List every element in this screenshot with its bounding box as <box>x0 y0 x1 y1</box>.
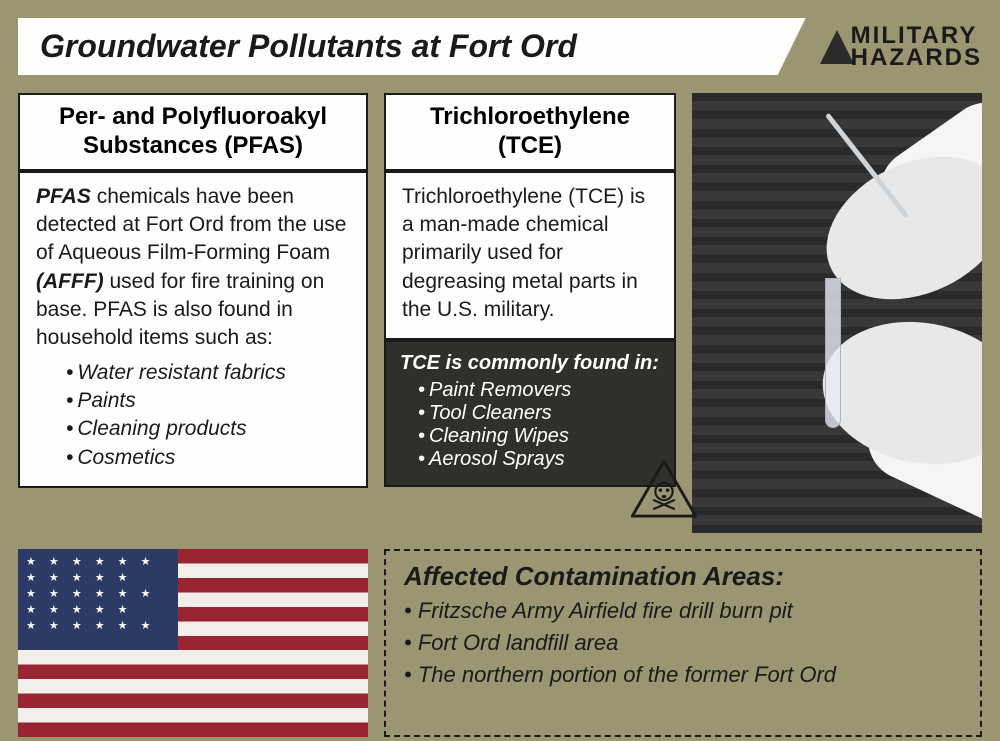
pfas-strong-2: (AFFF) <box>36 270 104 293</box>
logo-text-bottom: HAZARDS <box>851 47 982 69</box>
affected-title: Affected Contamination Areas: <box>404 561 962 592</box>
bottom-row: ★ ★ ★ ★ ★ ★★ ★ ★ ★ ★★ ★ ★ ★ ★ ★★ ★ ★ ★ ★… <box>18 549 982 737</box>
skull-crossbones-icon <box>628 457 700 529</box>
tce-dark-lead: TCE is commonly found in: <box>400 352 660 375</box>
pfas-column: Per- and Polyfluoroakyl Substances (PFAS… <box>18 93 368 533</box>
tce-body: Trichloroethylene (TCE) is a man-made ch… <box>384 171 676 341</box>
pfas-list: Water resistant fabrics Paints Cleaning … <box>36 359 350 472</box>
list-item: Cosmetics <box>66 444 350 472</box>
list-item: Paint Removers <box>418 379 660 402</box>
pfas-strong-1: PFAS <box>36 185 91 208</box>
photo-column <box>692 93 982 533</box>
tce-heading-l2: (TCE) <box>498 132 562 159</box>
us-flag-photo: ★ ★ ★ ★ ★ ★★ ★ ★ ★ ★★ ★ ★ ★ ★ ★★ ★ ★ ★ ★… <box>18 549 368 737</box>
list-item: Aerosol Sprays <box>418 448 660 471</box>
tce-heading-l1: Trichloroethylene <box>430 103 630 130</box>
list-item: The northern portion of the former Fort … <box>404 662 962 688</box>
tce-text: Trichloroethylene (TCE) is a man-made ch… <box>402 185 645 321</box>
list-item: Tool Cleaners <box>418 402 660 425</box>
tce-list: Paint Removers Tool Cleaners Cleaning Wi… <box>400 379 660 471</box>
list-item: Paints <box>66 387 350 415</box>
list-item: Water resistant fabrics <box>66 359 350 387</box>
affected-list: Fritzsche Army Airfield fire drill burn … <box>404 598 962 688</box>
pfas-heading-l1: Per- and Polyfluoroakyl <box>59 103 327 130</box>
list-item: Cleaning products <box>66 415 350 443</box>
list-item: Cleaning Wipes <box>418 425 660 448</box>
triangle-icon <box>820 30 854 64</box>
middle-row: Per- and Polyfluoroakyl Substances (PFAS… <box>18 93 982 533</box>
pfas-body: PFAS chemicals have been detected at For… <box>18 171 368 488</box>
header-row: Groundwater Pollutants at Fort Ord MILIT… <box>18 18 982 75</box>
tce-heading: Trichloroethylene (TCE) <box>384 93 676 171</box>
water-sample-photo <box>692 93 982 533</box>
pfas-heading: Per- and Polyfluoroakyl Substances (PFAS… <box>18 93 368 171</box>
infographic-canvas: Groundwater Pollutants at Fort Ord MILIT… <box>0 0 1000 741</box>
page-title: Groundwater Pollutants at Fort Ord <box>18 18 806 75</box>
logo-military-hazards: MILITARY HAZARDS <box>820 25 982 68</box>
list-item: Fritzsche Army Airfield fire drill burn … <box>404 598 962 624</box>
affected-areas-box: Affected Contamination Areas: Fritzsche … <box>384 549 982 737</box>
pfas-heading-l2: Substances (PFAS) <box>83 132 303 159</box>
list-item: Fort Ord landfill area <box>404 630 962 656</box>
